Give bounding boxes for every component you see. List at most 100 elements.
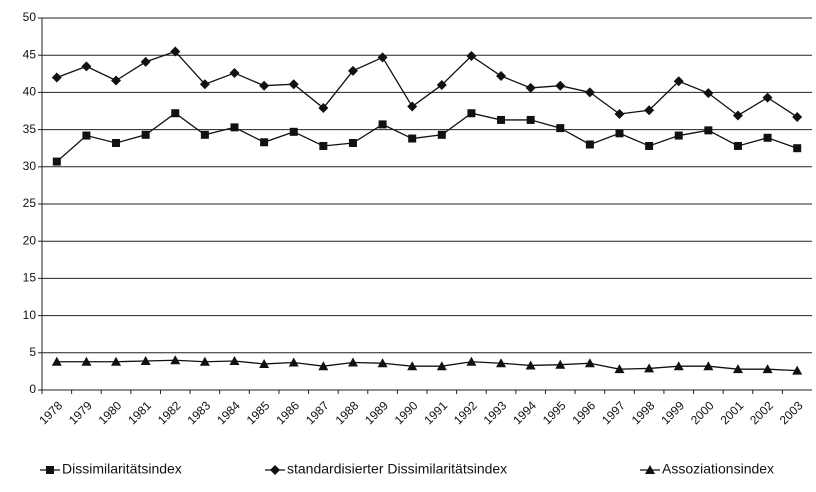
marker (614, 364, 625, 374)
y-tick-label: 50 (23, 10, 37, 24)
x-tick-label: 1999 (658, 398, 687, 427)
marker (674, 131, 683, 140)
marker (229, 68, 240, 79)
legend-marker (270, 465, 280, 475)
x-tick-label: 1997 (599, 398, 628, 427)
marker (378, 120, 387, 129)
marker (347, 357, 358, 367)
y-tick-label: 45 (23, 47, 37, 61)
x-tick-label: 2002 (747, 398, 776, 427)
x-tick-label: 1996 (569, 398, 598, 427)
y-tick-label: 30 (23, 159, 37, 173)
x-tick-label: 1985 (244, 398, 273, 427)
marker (230, 123, 239, 132)
marker (170, 46, 181, 57)
marker (229, 355, 240, 365)
x-tick-label: 2001 (718, 398, 747, 427)
marker (51, 72, 62, 83)
x-tick-label: 1993 (481, 398, 510, 427)
marker (496, 71, 507, 82)
marker (555, 80, 566, 91)
marker (318, 103, 329, 114)
y-tick-label: 0 (29, 382, 36, 396)
marker (793, 144, 802, 153)
marker (111, 75, 122, 86)
marker (81, 61, 92, 72)
marker (52, 157, 61, 166)
marker (51, 356, 62, 366)
x-tick-label: 1978 (36, 398, 65, 427)
marker (703, 88, 714, 99)
marker (467, 109, 476, 118)
marker (259, 80, 270, 91)
marker (585, 140, 594, 149)
x-tick-label: 1983 (184, 398, 213, 427)
x-tick-label: 1987 (303, 398, 332, 427)
marker (762, 364, 773, 374)
marker (111, 356, 122, 366)
x-tick-label: 1989 (362, 398, 391, 427)
legend-label: standardisierter Dissimilaritätsindex (287, 461, 507, 477)
marker (525, 360, 536, 370)
marker (141, 130, 150, 139)
marker (555, 359, 566, 369)
x-tick-label: 1988 (333, 398, 362, 427)
marker (615, 129, 624, 138)
marker (199, 79, 210, 90)
y-tick-label: 20 (23, 233, 37, 247)
marker (703, 361, 714, 371)
marker (170, 355, 181, 365)
marker (318, 361, 329, 371)
series-line (56, 359, 798, 372)
marker (289, 127, 298, 136)
marker (288, 357, 299, 367)
marker (81, 356, 92, 366)
x-tick-label: 1992 (451, 398, 480, 427)
y-tick-label: 15 (23, 271, 37, 285)
x-tick-label: 1981 (125, 398, 154, 427)
y-tick-label: 40 (23, 85, 37, 99)
marker (673, 76, 684, 87)
x-tick-label: 1984 (214, 398, 243, 427)
x-tick-label: 1980 (96, 398, 125, 427)
marker (645, 141, 654, 150)
marker (673, 361, 684, 371)
marker (614, 108, 625, 119)
marker (199, 356, 210, 366)
marker (496, 358, 507, 368)
marker (407, 361, 418, 371)
marker (644, 363, 655, 373)
x-tick-label: 1982 (155, 398, 184, 427)
legend-marker (645, 465, 655, 474)
x-tick-label: 1986 (273, 398, 302, 427)
marker (348, 138, 357, 147)
marker (171, 109, 180, 118)
y-tick-label: 5 (29, 345, 36, 359)
x-tick-label: 2003 (777, 398, 806, 427)
series-line (56, 112, 798, 163)
marker (792, 111, 803, 122)
marker (792, 365, 803, 375)
marker (732, 364, 743, 374)
marker (436, 79, 447, 90)
marker (437, 130, 446, 139)
x-tick-label: 1995 (540, 398, 569, 427)
marker (140, 56, 151, 67)
marker (259, 358, 270, 368)
marker (347, 65, 358, 76)
marker (584, 358, 595, 368)
marker (436, 361, 447, 371)
x-tick-label: 1991 (421, 398, 450, 427)
x-tick-label: 1979 (66, 398, 95, 427)
marker (466, 50, 477, 61)
marker (319, 141, 328, 150)
marker (526, 115, 535, 124)
marker (466, 356, 477, 366)
marker (260, 138, 269, 147)
marker (644, 105, 655, 116)
marker (763, 133, 772, 142)
marker (408, 134, 417, 143)
marker (377, 52, 388, 63)
marker (140, 355, 151, 365)
